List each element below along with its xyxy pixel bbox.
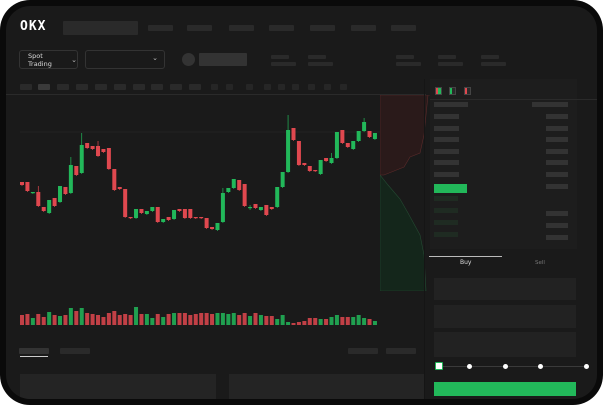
- active-tab-indicator: [20, 356, 48, 357]
- chart-tool-icon[interactable]: [278, 84, 285, 90]
- bid-size: [546, 211, 568, 216]
- ask-size: [546, 160, 568, 165]
- amount-input[interactable]: [434, 305, 576, 328]
- stat-value: [438, 62, 463, 66]
- amount-slider[interactable]: [439, 366, 587, 367]
- buy-button[interactable]: [434, 382, 576, 396]
- ask-price: [434, 160, 459, 165]
- timeframe-button[interactable]: [114, 84, 126, 90]
- bid-size: [546, 235, 568, 240]
- bid-size: [546, 223, 568, 228]
- tab-sell[interactable]: Sell: [535, 260, 545, 266]
- stat-label: [481, 55, 499, 59]
- timeframe-button[interactable]: [133, 84, 145, 90]
- ask-size: [546, 114, 568, 119]
- divider: [6, 94, 426, 95]
- ask-price: [434, 172, 459, 177]
- ask-price: [434, 149, 459, 154]
- stat-value: [271, 62, 296, 66]
- slider-handle[interactable]: [435, 362, 443, 370]
- chart-tool-icon[interactable]: [292, 84, 299, 90]
- ask-price: [434, 114, 459, 119]
- book-header: [434, 102, 468, 107]
- book-view-both-icon[interactable]: [435, 87, 442, 95]
- timeframe-button[interactable]: [57, 84, 69, 90]
- nav-item[interactable]: [229, 25, 254, 31]
- total-input[interactable]: [434, 332, 576, 357]
- chart-tool-icon[interactable]: [246, 84, 253, 90]
- slider-stop-50[interactable]: [503, 364, 508, 369]
- stat-value: [481, 62, 506, 66]
- stat-label: [438, 55, 456, 59]
- stat-label: [271, 55, 289, 59]
- app-screen: OKX Spot Trading ⌄ ⌄ Buy Sell: [6, 6, 597, 399]
- timeframe-button[interactable]: [151, 84, 163, 90]
- timeframe-button[interactable]: [20, 84, 32, 90]
- bid-price: [434, 220, 458, 225]
- nav-item[interactable]: [391, 25, 416, 31]
- last-price: [434, 184, 467, 193]
- nav-item[interactable]: [269, 25, 294, 31]
- bottom-action[interactable]: [386, 348, 416, 354]
- chart-tool-icon[interactable]: [226, 84, 233, 90]
- pair-selector[interactable]: ⌄: [85, 50, 165, 69]
- bid-price: [434, 208, 458, 213]
- stat-value: [396, 62, 421, 66]
- ask-size: [546, 172, 568, 177]
- tab-open-orders[interactable]: [19, 348, 49, 354]
- timeframe-button[interactable]: [189, 84, 201, 90]
- timeframe-button[interactable]: [170, 84, 182, 90]
- pair-price: [199, 53, 247, 66]
- search-bar[interactable]: [63, 21, 138, 35]
- divider: [424, 79, 425, 399]
- book-header: [532, 102, 568, 107]
- stat-label: [308, 55, 326, 59]
- chart-tool-icon[interactable]: [324, 84, 331, 90]
- chart-tool-icon[interactable]: [211, 84, 218, 90]
- chart-tool-icon[interactable]: [264, 84, 271, 90]
- chart-tool-icon[interactable]: [308, 84, 315, 90]
- slider-stop-25[interactable]: [467, 364, 472, 369]
- depth-chart: [380, 95, 430, 291]
- ask-size: [546, 149, 568, 154]
- stat-value: [308, 62, 333, 66]
- bottom-action[interactable]: [348, 348, 378, 354]
- ask-size: [546, 184, 568, 189]
- depth-ask-area: [380, 95, 430, 176]
- tab-buy[interactable]: Buy: [460, 259, 472, 266]
- bottom-panel-right: [229, 374, 425, 399]
- nav-item[interactable]: [310, 25, 335, 31]
- ask-price: [434, 126, 459, 131]
- book-view-bids-icon[interactable]: [449, 87, 456, 95]
- okx-logo: OKX: [20, 19, 47, 34]
- chart-tool-icon[interactable]: [340, 84, 347, 90]
- market-selector-label: Spot Trading: [28, 51, 52, 68]
- nav-item[interactable]: [351, 25, 376, 31]
- stat-label: [396, 55, 414, 59]
- chevron-down-icon: ⌄: [152, 54, 158, 62]
- active-tab-indicator: [429, 256, 502, 257]
- market-selector[interactable]: Spot Trading ⌄: [19, 50, 78, 69]
- timeframe-button[interactable]: [95, 84, 107, 90]
- book-view-asks-icon[interactable]: [464, 87, 471, 95]
- bottom-panel-left: [20, 374, 216, 399]
- nav-item[interactable]: [148, 25, 173, 31]
- coin-icon: [182, 53, 195, 66]
- nav-item[interactable]: [187, 25, 212, 31]
- ask-size: [546, 137, 568, 142]
- depth-bid-area: [380, 174, 427, 291]
- tab-order-history[interactable]: [60, 348, 90, 354]
- chevron-down-icon: ⌄: [71, 55, 77, 64]
- divider: [430, 99, 597, 100]
- timeframe-button[interactable]: [38, 84, 50, 90]
- bid-price: [434, 196, 458, 201]
- timeframe-button[interactable]: [76, 84, 88, 90]
- slider-stop-100[interactable]: [584, 364, 589, 369]
- ask-price: [434, 137, 459, 142]
- ask-size: [546, 126, 568, 131]
- price-input[interactable]: [434, 278, 576, 300]
- bid-price: [434, 232, 458, 237]
- slider-stop-75[interactable]: [538, 364, 543, 369]
